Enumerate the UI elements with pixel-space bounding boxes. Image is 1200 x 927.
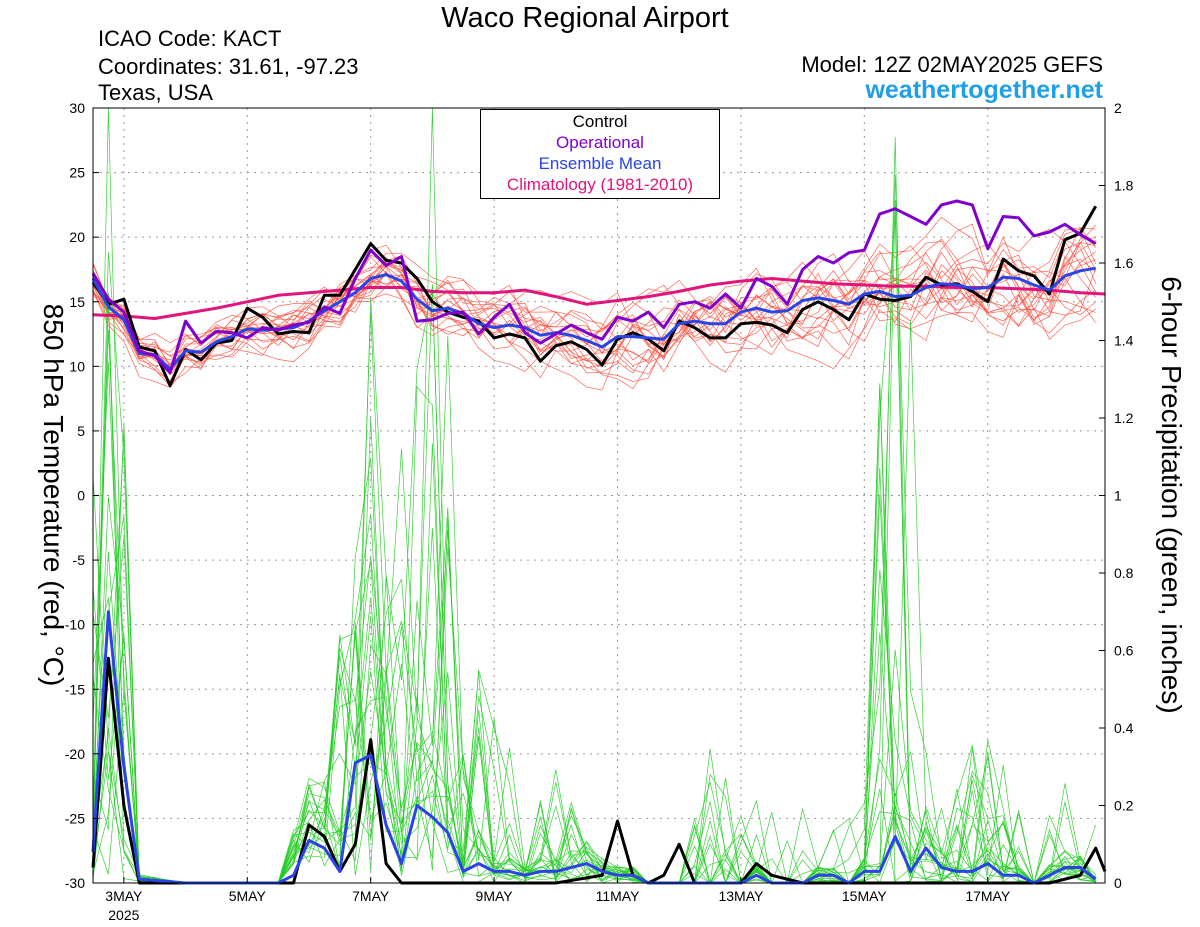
temperature-member-line [92, 223, 1096, 372]
y-right-tick-label: 2 [1114, 100, 1122, 116]
x-tick-label: 3MAY [105, 888, 143, 904]
y-left-tick-label: 20 [69, 229, 85, 245]
precipitation-member-line [92, 136, 1096, 884]
y-left-tick-label: -20 [65, 746, 85, 762]
precipitation-member-line [92, 287, 1096, 884]
temperature-member-line [92, 269, 1096, 384]
y-axis-left-label: 850 hPa Temperature (red, °C) [38, 304, 69, 687]
control-temperature-line [91, 205, 1098, 388]
y-left-tick-label: -30 [65, 875, 85, 891]
temperature-member-line [92, 251, 1096, 367]
precipitation-member-line [92, 283, 1096, 884]
legend: Control Operational Ensemble Mean Climat… [480, 109, 720, 199]
temperature-member-line [92, 237, 1096, 374]
y-left-tick-label: 15 [69, 294, 85, 310]
x-tick-label: 5MAY [229, 888, 267, 904]
y-right-tick-label: 0.8 [1114, 565, 1134, 581]
precipitation-member-line [92, 385, 1096, 884]
x-tick-label: 13MAY [718, 888, 764, 904]
precipitation-member-line [92, 292, 1096, 884]
y-right-tick-label: 1.6 [1114, 255, 1134, 271]
legend-operational: Operational [556, 133, 644, 152]
y-axis-right-label: 6-hour Precipitation (green, inches) [1156, 276, 1187, 713]
precipitation-member-line [92, 422, 1097, 884]
x-tick-label: 9MAY [476, 888, 514, 904]
precipitation-member-line [92, 443, 1096, 884]
precipitation-member-line [92, 329, 1096, 884]
precipitation-member-line [92, 467, 1096, 884]
ensemble-members [92, 107, 1097, 885]
y-right-tick-label: 1.4 [1114, 333, 1134, 349]
y-right-tick-label: 0 [1114, 875, 1122, 891]
x-tick-label: 17MAY [965, 888, 1011, 904]
ensemble-mean-precipitation-line [91, 610, 1097, 885]
precipitation-member-line [92, 297, 1096, 884]
control-precipitation-line [91, 656, 1107, 885]
legend-climatology: Climatology (1981-2010) [506, 175, 694, 194]
x-tick-label: 11MAY [596, 888, 640, 904]
y-right-tick-label: 1.2 [1114, 410, 1134, 426]
operational-temperature-line [91, 199, 1097, 375]
y-right-tick-label: 0.2 [1114, 798, 1134, 814]
legend-ensemble-mean: Ensemble Mean [538, 154, 662, 173]
precipitation-member-line [92, 107, 1096, 884]
y-right-tick-label: 0.4 [1114, 720, 1134, 736]
precipitation-member-line [92, 448, 1096, 884]
precipitation-member-line [92, 634, 1097, 884]
precipitation-member-line [92, 457, 1096, 884]
precipitation-member-line [92, 517, 1096, 884]
model-label: Model: 12Z 02MAY2025 GEFS [801, 52, 1103, 77]
coordinates-label: Coordinates: 31.61, -97.23 [98, 54, 359, 79]
temperature-member-line [92, 241, 1097, 391]
y-right-tick-label: 1 [1114, 488, 1122, 504]
y-left-tick-label: 5 [77, 423, 85, 439]
y-left-tick-label: -5 [73, 552, 86, 568]
x-tick-label: 15MAY [842, 888, 888, 904]
y-left-tick-label: 25 [69, 165, 85, 181]
legend-control: Control [572, 112, 628, 131]
website-link[interactable]: weathertogether.net [865, 76, 1103, 104]
axes: -30-25-20-15-10-505101520253000.20.40.60… [65, 100, 1134, 923]
y-left-tick-label: 10 [69, 358, 85, 374]
climatology-line [92, 277, 1106, 320]
x-year-label: 2025 [108, 907, 139, 923]
chart-title: Waco Regional Airport [441, 2, 729, 34]
grid-lines [93, 108, 1105, 883]
precipitation-member-line [92, 551, 1096, 884]
y-right-tick-label: 0.6 [1114, 643, 1134, 659]
y-left-tick-label: 0 [77, 488, 85, 504]
temperature-member-line [92, 239, 1096, 366]
y-left-tick-label: -15 [65, 681, 85, 697]
icao-code-label: ICAO Code: KACT [98, 26, 282, 51]
precipitation-member-line [92, 251, 1096, 884]
highlight-series [91, 199, 1107, 885]
y-left-tick-label: -25 [65, 810, 85, 826]
x-tick-label: 7MAY [352, 888, 390, 904]
y-right-tick-label: 1.8 [1114, 178, 1134, 194]
region-label: Texas, USA [98, 80, 213, 105]
precipitation-member-line [92, 107, 1097, 884]
temperature-member-line [92, 262, 1096, 390]
precipitation-member-line [92, 385, 1096, 885]
y-left-tick-label: 30 [69, 100, 85, 116]
y-left-tick-label: -10 [65, 617, 85, 633]
